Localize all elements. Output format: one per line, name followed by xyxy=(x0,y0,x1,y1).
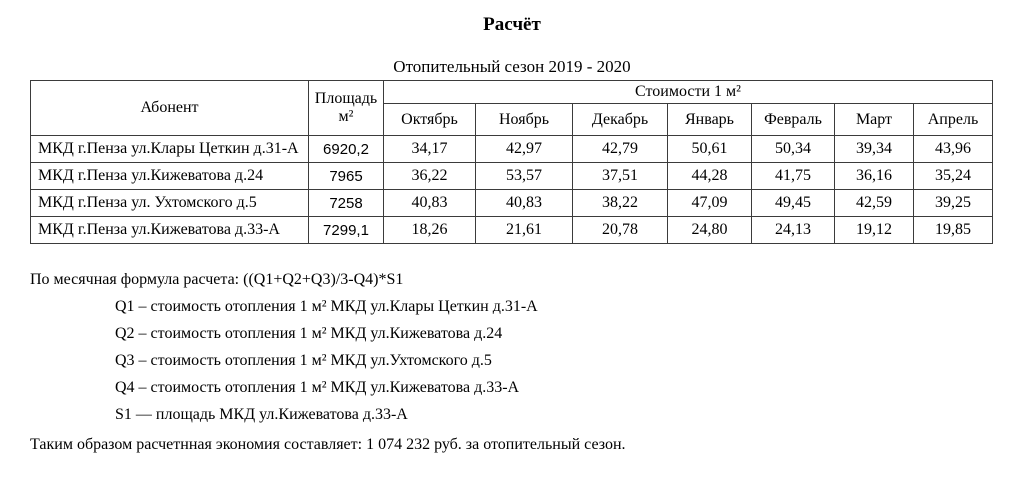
formula-text: По месячная формула расчета: ((Q1+Q2+Q3)… xyxy=(30,271,404,288)
cell-area: 7258 xyxy=(308,189,384,217)
header-abonent: Абонент xyxy=(30,80,309,136)
cell-value: 40,83 xyxy=(383,189,476,217)
table-row: МКД г.Пенза ул.Кижеватова д.33-А 7299,1 … xyxy=(30,216,993,244)
header-area-line1: Площадь xyxy=(314,90,378,107)
cell-value: 39,25 xyxy=(913,189,993,217)
cell-value: 19,12 xyxy=(834,216,914,244)
cell-area: 7299,1 xyxy=(308,216,384,244)
definition-s1: S1 — площадь МКД ул.Кижеватова д.33-А xyxy=(115,406,408,423)
cell-value: 24,13 xyxy=(751,216,835,244)
heating-cost-table: Абонент Площадь м² Стоимости 1 м² Октябр… xyxy=(30,80,993,244)
header-month-october: Октябрь xyxy=(383,103,476,136)
header-month-january: Январь xyxy=(667,103,752,136)
cell-value: 20,78 xyxy=(572,216,668,244)
cell-value: 38,22 xyxy=(572,189,668,217)
table-row: МКД г.Пенза ул. Ухтомского д.5 7258 40,8… xyxy=(30,189,993,217)
cell-abonent: МКД г.Пенза ул.Клары Цеткин д.31-А xyxy=(30,135,309,163)
table-header-month-row: Октябрь Ноябрь Декабрь Январь Февраль Ма… xyxy=(31,103,993,136)
cell-abonent: МКД г.Пенза ул.Кижеватова д.33-А xyxy=(30,216,309,244)
table-row: МКД г.Пенза ул.Клары Цеткин д.31-А 6920,… xyxy=(30,135,993,163)
cell-value: 39,34 xyxy=(834,135,914,163)
cell-value: 42,97 xyxy=(475,135,573,163)
cell-value: 35,24 xyxy=(913,162,993,190)
cell-value: 36,22 xyxy=(383,162,476,190)
cell-value: 21,61 xyxy=(475,216,573,244)
cell-abonent: МКД г.Пенза ул. Ухтомского д.5 xyxy=(30,189,309,217)
cell-value: 44,28 xyxy=(667,162,752,190)
cell-value: 42,59 xyxy=(834,189,914,217)
definition-q3: Q3 – стоимость отопления 1 м² МКД ул.Ухт… xyxy=(115,352,492,369)
cell-value: 36,16 xyxy=(834,162,914,190)
cell-abonent: МКД г.Пенза ул.Кижеватова д.24 xyxy=(30,162,309,190)
cell-value: 34,17 xyxy=(383,135,476,163)
document-page: Расчёт Отопительный сезон 2019 - 2020 Аб… xyxy=(0,14,1024,455)
header-month-march: Март xyxy=(834,103,914,136)
cell-value: 41,75 xyxy=(751,162,835,190)
definition-q4: Q4 – стоимость отопления 1 м² МКД ул.Киж… xyxy=(115,379,520,396)
page-title: Расчёт xyxy=(483,14,541,35)
header-costs-group: Стоимости 1 м² xyxy=(383,80,993,104)
header-month-february: Февраль xyxy=(751,103,835,136)
cell-value: 24,80 xyxy=(667,216,752,244)
cell-value: 49,45 xyxy=(751,189,835,217)
season-subtitle: Отопительный сезон 2019 - 2020 xyxy=(393,57,631,76)
cell-value: 43,96 xyxy=(913,135,993,163)
cell-value: 53,57 xyxy=(475,162,573,190)
header-month-november: Ноябрь xyxy=(475,103,573,136)
cell-value: 19,85 xyxy=(913,216,993,244)
cell-value: 47,09 xyxy=(667,189,752,217)
header-month-december: Декабрь xyxy=(572,103,668,136)
header-area: Площадь м² xyxy=(308,80,384,136)
cell-value: 18,26 xyxy=(383,216,476,244)
cell-value: 50,34 xyxy=(751,135,835,163)
cell-value: 50,61 xyxy=(667,135,752,163)
cell-area: 6920,2 xyxy=(308,135,384,163)
cell-value: 37,51 xyxy=(572,162,668,190)
cell-value: 42,79 xyxy=(572,135,668,163)
table-row: МКД г.Пенза ул.Кижеватова д.24 7965 36,2… xyxy=(30,162,993,190)
cell-area: 7965 xyxy=(308,162,384,190)
header-area-line2: м² xyxy=(338,108,354,125)
cell-value: 40,83 xyxy=(475,189,573,217)
conclusion-text: Таким образом расчетнная экономия состав… xyxy=(30,436,626,453)
header-month-april: Апрель xyxy=(913,103,993,136)
table-header-group-row: Абонент Площадь м² Стоимости 1 м² xyxy=(30,80,993,136)
definition-q1: Q1 – стоимость отопления 1 м² МКД ул.Кла… xyxy=(115,298,538,315)
definition-q2: Q2 – стоимость отопления 1 м² МКД ул.Киж… xyxy=(115,325,503,342)
